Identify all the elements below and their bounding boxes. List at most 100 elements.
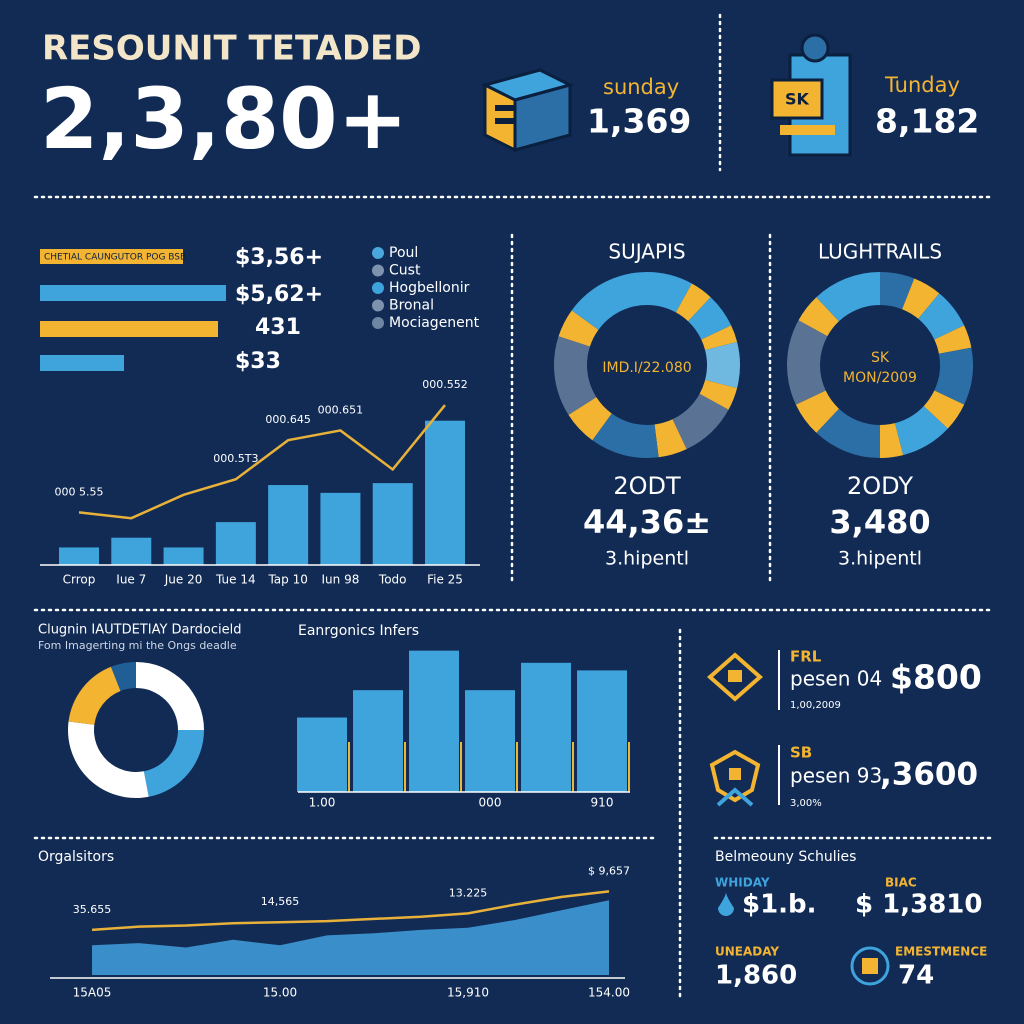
area [92,900,609,975]
legend-swatch [372,264,384,277]
donut-center: SK [871,350,890,366]
bar [215,522,256,565]
bar [372,483,413,565]
subtitle: CHETIAL CAUNGUTOR POG BSB [44,253,186,263]
x-tick-label: Todo [378,573,407,587]
schedule-label: WHIDAY [715,876,770,890]
donut-title: SUJAPIS [608,240,685,264]
icon-text: SK [785,90,810,109]
point-label: 35.655 [73,903,112,916]
x-tick-label: 154.00 [588,986,630,1000]
donut-segment [816,272,880,322]
side-value: ,3600 [880,757,978,793]
stat-value: 8,182 [875,102,979,141]
donut-label: 2ODT [613,472,681,500]
donut-value: 44,36± [583,503,711,541]
x-tick-label: 15.00 [263,986,297,1000]
bar [297,717,347,792]
donut-segment [705,341,740,389]
title: RESOUNIT TETADED [42,29,422,69]
x-tick-label: Iue 7 [116,573,146,587]
donut-segment [571,272,647,330]
side-note: 1,00,2009 [790,700,841,711]
annotation: $3,56+ [235,245,323,270]
donut-label: 2ODY [847,472,913,500]
donut-segment [558,310,599,347]
chart-subtitle: Fom Imagerting mi the Ongs deadle [38,639,237,652]
subtitle-bar [40,249,183,264]
donut-segment [880,272,915,310]
legend-label: Mociagenent [389,315,480,331]
donut-segment [654,419,687,458]
donut-segment [647,272,692,313]
legend-swatch [372,282,384,294]
donut-note: 3.hipentl [605,548,689,570]
point-label: 13.225 [449,886,488,899]
donut-segment [592,413,659,458]
x-tick-label: Tue 14 [215,573,256,587]
donut-segment [136,662,204,730]
donut-segment [568,397,612,441]
bar [353,690,403,792]
bar [163,547,204,565]
chart-title: Eanrgonics Infers [298,623,419,639]
side-text: pesen 93 [790,764,882,788]
bar [577,670,627,792]
donut-segment [923,390,965,429]
annotation: $5,62+ [235,282,323,307]
side-value: $800 [890,658,982,697]
donut-segment [880,423,904,458]
donut-segment [816,408,880,458]
line [78,404,446,520]
side-text: pesen 04 [790,667,882,691]
stat-label: sunday [603,75,679,99]
donut-segment [918,293,965,340]
legend-label: Poul [389,245,418,261]
point-label: 000.651 [318,403,364,416]
donut-segment [110,662,136,691]
schedule-value: 1,860 [715,961,797,991]
donut-center: MON/2009 [843,370,917,386]
x-tick-label: 15,910 [447,986,489,1000]
donut-segment [553,336,597,415]
donut-segment [68,666,121,725]
x-tick-label: Tap 10 [267,573,307,587]
legend-swatch [372,299,384,312]
point-label: 14,565 [261,895,300,908]
x-tick-label: 1.00 [309,796,336,810]
bar [409,650,459,792]
legend-label: Hogbellonir [389,280,470,296]
donut-segment [795,390,839,433]
point-label: 000.5T3 [213,452,258,465]
schedule-label: BIAC [885,876,917,890]
donut-segment [934,325,972,354]
donut-segment [934,347,973,405]
donut-segment [699,379,738,410]
stat-value: 1,369 [587,102,691,141]
donut-value: 3,480 [829,503,930,541]
x-tick-label: 15A05 [73,986,112,1000]
donut-segment [672,393,729,450]
x-tick-label: Crrop [63,573,96,587]
donut-title: LUGHTRAILS [818,240,942,264]
icon-stack [770,33,852,157]
bar [111,537,152,565]
bar [320,492,361,565]
x-tick-label: 000 [479,796,502,810]
chart-title: Orgalsitors [38,849,114,865]
bar [465,690,515,792]
point-label: 000.645 [265,413,311,426]
point-label: 000 5.55 [55,485,104,498]
donut-segment [894,406,948,456]
bar [59,547,99,565]
donut-segment [68,721,149,798]
x-tick-label: Fie 25 [427,573,463,587]
schedule-title: Belmeouny Schulies [715,849,856,865]
schedule-value: $ 1,3810 [855,890,982,920]
x-tick-label: Jue 20 [164,573,203,587]
side-note: 3,00% [790,798,822,809]
line [91,890,610,932]
bar [521,662,571,792]
legend-swatch [372,317,384,329]
donut-note: 3.hipentl [838,548,922,570]
